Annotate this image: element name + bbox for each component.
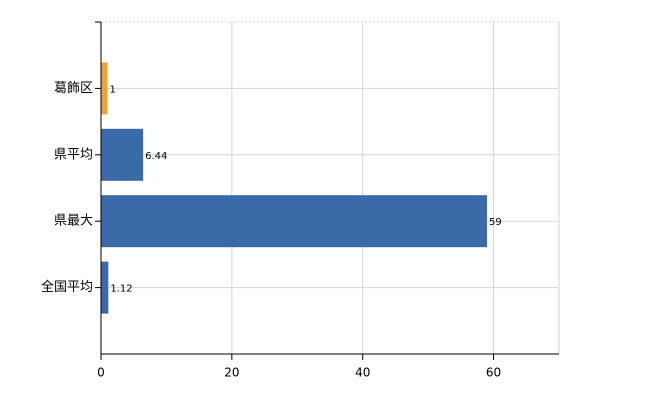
data-label: 1	[110, 84, 116, 95]
y-tick-label: 全国平均	[41, 279, 93, 295]
data-label: 59	[489, 217, 502, 228]
y-tick-label: 葛飾区	[54, 81, 93, 96]
x-tick-label: 60	[486, 366, 501, 380]
y-tick-label: 県最大	[54, 214, 93, 229]
data-label: 6.44	[145, 151, 167, 162]
x-tick-label: 20	[224, 366, 239, 380]
bar	[101, 62, 108, 115]
bar	[101, 195, 488, 248]
x-tick-label: 0	[97, 366, 105, 380]
x-tick-label: 40	[355, 366, 370, 380]
data-label: 1.12	[110, 284, 132, 295]
bar	[101, 128, 144, 181]
bar	[101, 261, 109, 314]
y-tick-label: 県平均	[54, 147, 93, 162]
